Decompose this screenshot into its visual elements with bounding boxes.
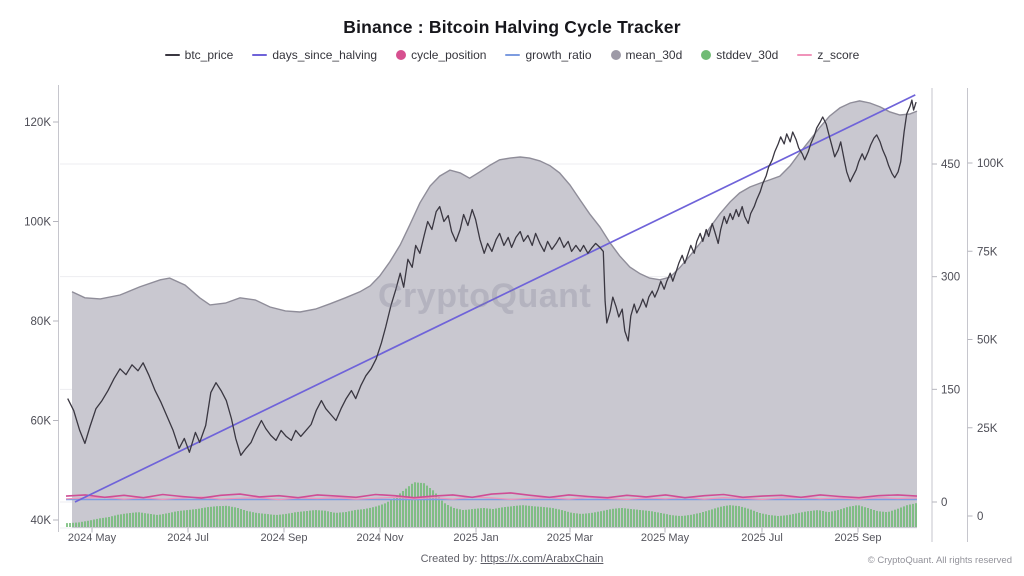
y-axis-label: 150 [941, 384, 960, 396]
legend-label: days_since_halving [272, 48, 378, 62]
line-swatch-icon [505, 53, 521, 57]
footer-credit: Created by: https://x.com/ArabxChain [0, 553, 1024, 565]
x-axis-label: 2025 Jul [741, 532, 783, 544]
y-axis-right-k: 0 25K 50K 75K 100K [967, 158, 1004, 523]
y-axis-label: 0 [941, 497, 947, 509]
y-axis-label: 120K [24, 117, 51, 129]
y-axis-label: 450 [941, 159, 960, 171]
x-axis-label: 2024 Jul [167, 532, 209, 544]
legend-label: stddev_30d [716, 48, 779, 62]
x-axis: 2024 May 2024 Jul 2024 Sep 2024 Nov 2025 Jan… [68, 528, 882, 544]
y-axis-label: 100K [977, 158, 1004, 170]
x-axis-label: 2024 May [68, 532, 117, 544]
y-axis-label: 60K [31, 416, 52, 428]
line-swatch-icon [252, 53, 268, 57]
x-axis-label: 2024 Sep [260, 532, 307, 544]
y-axis-label: 0 [977, 511, 983, 523]
legend-label: mean_30d [625, 48, 683, 62]
legend-item-mean-30d[interactable]: mean_30d [610, 48, 683, 62]
legend-label: cycle_position [411, 48, 487, 62]
dot-swatch-icon [701, 50, 712, 60]
x-axis-label: 2025 Mar [547, 532, 594, 544]
legend-label: z_score [817, 48, 860, 62]
y-axis-label: 50K [977, 335, 998, 347]
y-axis-label: 25K [977, 423, 998, 435]
y-axis-right-days: 0 150 300 450 [932, 159, 960, 509]
legend-label: growth_ratio [525, 48, 592, 62]
legend-item-btc-price[interactable]: btc_price [164, 48, 234, 62]
mean-30d-area[interactable] [71, 100, 918, 529]
dot-swatch-icon [610, 50, 621, 60]
x-axis-label: 2025 Jan [453, 532, 498, 544]
copyright-notice: © CryptoQuant. All rights reserved [867, 555, 1012, 566]
legend-item-stddev-30d[interactable]: stddev_30d [701, 48, 778, 62]
created-by-label: Created by: [420, 553, 478, 565]
y-axis-label: 300 [941, 272, 960, 284]
chart-legend: btc_price days_since_halving cycle_posit… [0, 48, 1024, 62]
y-axis-left: 40K 60K 80K 100K 120K [24, 117, 59, 527]
page-title: Binance : Bitcoin Halving Cycle Tracker [343, 17, 681, 37]
days-since-halving-line[interactable] [74, 94, 916, 503]
btc-price-line[interactable] [67, 99, 917, 456]
x-axis-label: 2024 Nov [356, 532, 404, 544]
legend-item-growth-ratio[interactable]: growth_ratio [505, 48, 592, 62]
dot-swatch-icon [396, 50, 407, 60]
legend-label: btc_price [184, 48, 234, 62]
line-swatch-icon [797, 53, 813, 57]
legend-item-cycle-position[interactable]: cycle_position [396, 48, 486, 62]
cycle-position-line[interactable] [65, 492, 918, 499]
y-axis-label: 75K [977, 246, 998, 258]
x-axis-label: 2025 Sep [834, 532, 881, 544]
y-axis-label: 100K [24, 217, 51, 229]
legend-item-days-since-halving[interactable]: days_since_halving [252, 48, 377, 62]
creator-link[interactable]: https://x.com/ArabxChain [480, 553, 604, 565]
y-axis-label: 80K [31, 316, 52, 328]
stddev-30d-bars[interactable] [66, 482, 917, 527]
line-swatch-icon [164, 53, 180, 57]
y-axis-label: 40K [31, 515, 52, 527]
x-axis-label: 2025 May [641, 532, 690, 544]
legend-item-z-score[interactable]: z_score [797, 48, 859, 62]
